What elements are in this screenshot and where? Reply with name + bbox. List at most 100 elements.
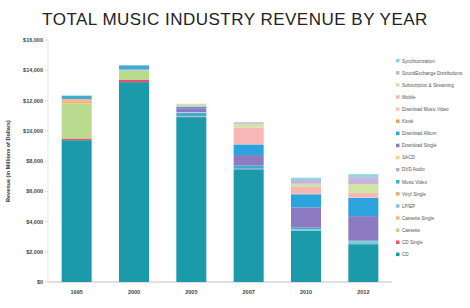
legend-label: Download Album (402, 131, 437, 136)
y-tick (45, 161, 48, 162)
bar-segment (176, 116, 206, 117)
bar-segment (234, 128, 264, 145)
legend-swatch (396, 192, 400, 196)
legend-swatch (396, 241, 400, 245)
legend-label: Subscription & Streaming (402, 83, 454, 88)
bar-segment (119, 65, 149, 66)
legend-label: CD (402, 252, 409, 257)
legend-label: CD Single (402, 240, 423, 245)
y-tick (45, 251, 48, 252)
legend-swatch (396, 228, 400, 232)
bar-segment (119, 65, 149, 69)
x-tick-label: 2005 (185, 289, 197, 295)
y-tick (45, 100, 48, 101)
bar-segment (348, 174, 378, 177)
bar-segment (62, 96, 92, 99)
y-tick (45, 130, 48, 131)
bar-segment (291, 178, 321, 180)
bar-segment (291, 194, 321, 195)
title: TOTAL MUSIC INDUSTRY REVENUE BY YEAR (42, 10, 428, 29)
bar-segment (176, 116, 206, 117)
bar-segment (62, 95, 92, 96)
bar-segment (119, 65, 149, 66)
legend-swatch (396, 95, 400, 99)
bar-segment (62, 95, 92, 96)
legend-swatch (396, 83, 400, 87)
y-axis-label: Revenue (in Millions of Dollars) (5, 120, 11, 202)
bar-segment (348, 241, 378, 244)
legend-label: Cassette Single (402, 216, 435, 221)
bar-segment (119, 65, 149, 66)
y-tick (45, 40, 48, 41)
bar-segment (119, 65, 149, 66)
y-tick (45, 221, 48, 222)
bar-segment (348, 184, 378, 193)
bar-segment (119, 65, 149, 66)
y-tick (45, 70, 48, 71)
legend-swatch (396, 59, 400, 63)
bar-segment (291, 230, 321, 231)
bar-segment (234, 166, 264, 169)
bar-segment (62, 95, 92, 96)
bar-segment (348, 177, 378, 184)
bar-segment (176, 116, 206, 117)
bar-segment (119, 71, 149, 80)
x-tick-label: 2007 (243, 289, 255, 295)
bar-segment (348, 193, 378, 198)
y-tick-label: $4,000 (26, 219, 43, 225)
chart: TOTAL MUSIC INDUSTRY REVENUE BY YEAR Reve… (0, 0, 470, 308)
x-axis (48, 282, 392, 283)
bar-segment (119, 65, 149, 66)
y-axis (48, 40, 49, 282)
legend-label: Download Single (402, 143, 437, 148)
legend-swatch (396, 107, 400, 111)
y-tick-label: $10,000 (23, 128, 43, 134)
bar-segment (234, 124, 264, 128)
y-tick-label: $6,000 (26, 188, 43, 194)
legend-label: SoundExchange Distributions (402, 71, 463, 76)
y-tick (45, 191, 48, 192)
x-tick-label: 2010 (300, 289, 312, 295)
bar-segment (62, 95, 92, 96)
bar-segment (176, 103, 206, 104)
y-tick-label: $12,000 (23, 98, 43, 104)
bar-segment (176, 117, 206, 282)
legend-swatch (396, 168, 400, 172)
legend-swatch (396, 144, 400, 148)
legend-label: Kiosk (402, 119, 414, 124)
bars (62, 65, 379, 282)
x-tick-label: 2012 (357, 289, 369, 295)
bar-segment (119, 82, 149, 282)
bar-segment (291, 230, 321, 231)
bar-segment (291, 194, 321, 207)
legend-swatch (396, 132, 400, 136)
y-tick-label: $0 (37, 279, 43, 285)
bar-segment (176, 113, 206, 117)
bar-segment (234, 122, 264, 123)
bar-segment (291, 187, 321, 194)
bar-segment (62, 104, 92, 139)
bar-segment (176, 103, 206, 104)
bar-segment (234, 169, 264, 170)
bar-segment (234, 169, 264, 170)
legend-label: DVD Audio (402, 167, 425, 172)
legend-label: Music Video (402, 180, 427, 185)
bar-segment (119, 65, 149, 66)
bar-segment (62, 95, 92, 96)
bar-segment (119, 70, 149, 71)
y-tick-label: $16,000 (23, 37, 43, 43)
legend-label: Cassette (402, 228, 421, 233)
legend-label: Synchronization (402, 59, 435, 64)
legend-swatch (396, 180, 400, 184)
x-tick-label: 2000 (128, 289, 140, 295)
bar-segment (62, 95, 92, 96)
bar-segment (291, 228, 321, 230)
bar-segment (119, 65, 149, 66)
legend-label: SACD (402, 155, 415, 160)
legend-swatch (396, 71, 400, 75)
bar-segment (176, 105, 206, 107)
bar-segment (291, 230, 321, 231)
legend-label: Vinyl Single (402, 192, 426, 197)
bar-segment (234, 169, 264, 170)
bar-segment (291, 229, 321, 230)
